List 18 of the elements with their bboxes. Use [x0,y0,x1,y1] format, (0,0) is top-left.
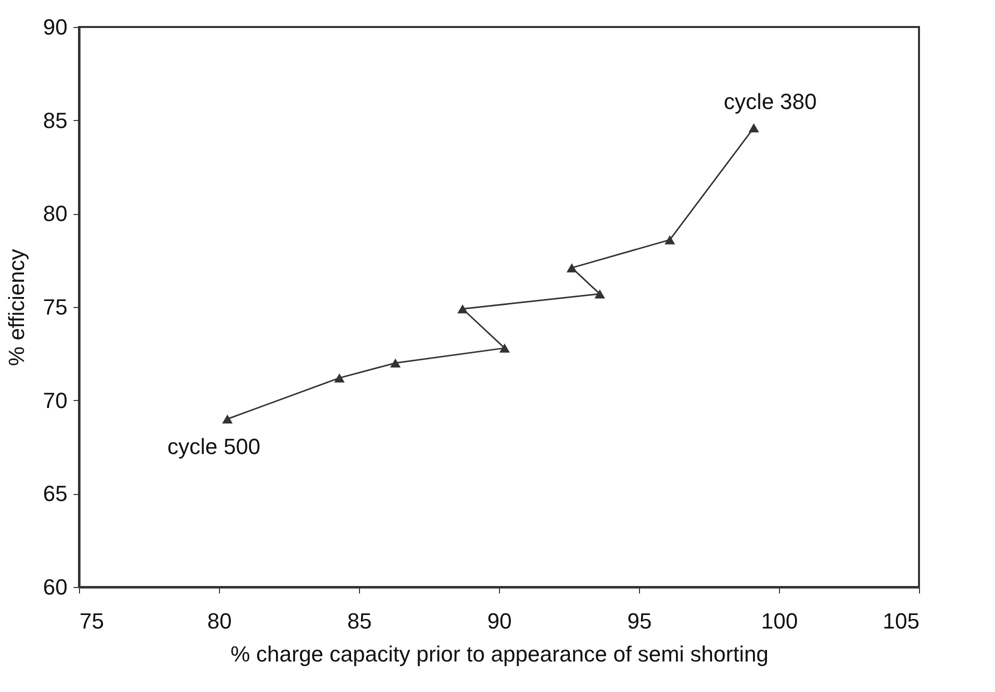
x-tick-label: 90 [487,608,512,634]
y-tick-label: 85 [43,108,68,133]
y-tick-label: 65 [43,481,68,506]
x-tick-label: 105 [882,608,920,634]
x-axis-title: % charge capacity prior to appearance of semi shorting [230,642,769,666]
y-tick-label: 75 [43,294,68,320]
y-tick-label: 80 [43,201,68,226]
y-axis-title: % efficiency [4,249,30,366]
x-tick-label: 80 [207,608,232,634]
y-tick-label: 60 [43,574,68,600]
y-tick-label: 90 [43,14,68,40]
annotation: cycle 500 [167,434,260,459]
annotation: cycle 380 [724,88,817,114]
x-tick-label: 95 [627,608,652,634]
x-tick-label: 75 [80,608,104,634]
x-tick-label: 100 [761,608,798,634]
x-tick-label: 85 [347,608,372,634]
y-tick-label: 70 [43,388,68,413]
